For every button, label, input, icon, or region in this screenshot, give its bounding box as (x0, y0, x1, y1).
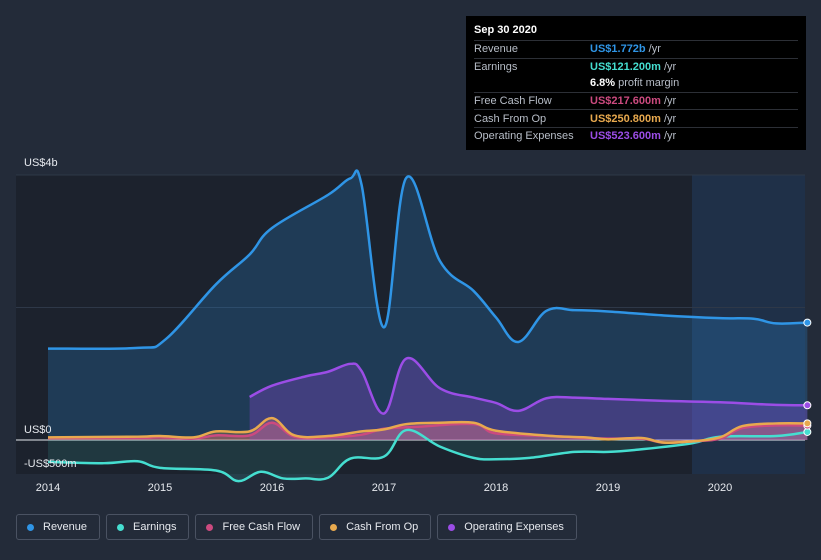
legend-item-label: Revenue (43, 521, 88, 533)
tooltip-row-unit: /yr (648, 43, 661, 56)
operating-expenses-end-point (803, 401, 812, 410)
tooltip-row: Operating Expenses US$523.600m/yr (474, 126, 798, 145)
tooltip-row-unit: /yr (663, 130, 677, 143)
tooltip-row-label: Cash From Op (474, 112, 547, 125)
legend-item-label: Cash From Op (346, 521, 419, 533)
revenue-line (47, 169, 808, 351)
cash-from-op-line (47, 416, 808, 445)
cash-from-op-end-point (803, 419, 812, 428)
tooltip-row-unit: /yr (663, 95, 677, 108)
x-tick-label: 2015 (148, 482, 172, 494)
tooltip-row-unit: profit margin (618, 77, 680, 90)
legend-dot-icon (448, 523, 456, 531)
tooltip-row-unit: /yr (663, 112, 677, 125)
y-axis-bottom-label: -US$500m (24, 458, 77, 470)
legend-dot-icon (117, 523, 125, 531)
operating-expenses-line (249, 356, 808, 415)
legend-item-revenue[interactable]: Revenue (16, 514, 101, 540)
legend-dot-icon (27, 523, 34, 531)
legend-dot-icon (330, 523, 338, 531)
tooltip-row: Free Cash Flow US$217.600m/yr (474, 91, 798, 110)
legend-item-label: Free Cash Flow (222, 521, 301, 533)
revenue-area (48, 170, 808, 440)
legend-item-operating-expenses[interactable]: Operating Expenses (437, 514, 577, 540)
tooltip-row-value: US$217.600m (590, 95, 661, 108)
operating-expenses-area (249, 358, 808, 440)
earnings-line (47, 428, 808, 483)
chart-legend: Revenue Earnings Free Cash Flow Cash From O… (16, 514, 577, 540)
tooltip-row-value: 6.8% (590, 77, 616, 90)
x-tick-label: 2014 (36, 482, 60, 494)
legend-dot-icon (206, 523, 214, 531)
x-tick-label: 2016 (260, 482, 284, 494)
tooltip-row: 6.8% profit margin (474, 75, 798, 92)
tooltip-row: Revenue US$1.772b/yr (474, 40, 798, 58)
plot-background (16, 175, 692, 474)
data-tooltip: Sep 30 2020 Revenue US$1.772b/yr Earnings U… (466, 16, 806, 150)
legend-item-free-cash-flow[interactable]: Free Cash Flow (195, 514, 314, 540)
tooltip-row-label: Revenue (474, 43, 519, 56)
x-tick-label: 2020 (708, 482, 732, 494)
tooltip-row-unit: /yr (663, 60, 677, 73)
earnings-area (48, 429, 808, 482)
tooltip-date: Sep 30 2020 (474, 24, 537, 36)
legend-item-label: Operating Expenses (464, 521, 564, 533)
legend-item-cash-from-op[interactable]: Cash From Op (319, 514, 432, 540)
tooltip-row-label: Free Cash Flow (474, 95, 552, 108)
revenue-end-point (803, 318, 812, 327)
legend-item-label: Earnings (133, 521, 177, 533)
tooltip-row-value: US$1.772b (590, 43, 646, 56)
tooltip-row: Earnings US$121.200m/yr (474, 57, 798, 76)
tooltip-row-label: Earnings (474, 60, 518, 73)
legend-item-earnings[interactable]: Earnings (106, 514, 190, 540)
free-cash-flow-area (48, 422, 808, 443)
x-tick-label: 2018 (484, 482, 508, 494)
tooltip-row-value: US$250.800m (590, 112, 661, 125)
y-axis-zero-label: US$0 (24, 424, 52, 436)
tooltip-row-label: Operating Expenses (474, 130, 574, 143)
tooltip-row-value: US$121.200m (590, 60, 661, 73)
tooltip-row-value: US$523.600m (590, 130, 661, 143)
x-tick-label: 2019 (596, 482, 620, 494)
tooltip-row: Cash From Op US$250.800m/yr (474, 109, 798, 127)
y-axis-top-label: US$4b (24, 157, 58, 169)
x-tick-label: 2017 (372, 482, 396, 494)
